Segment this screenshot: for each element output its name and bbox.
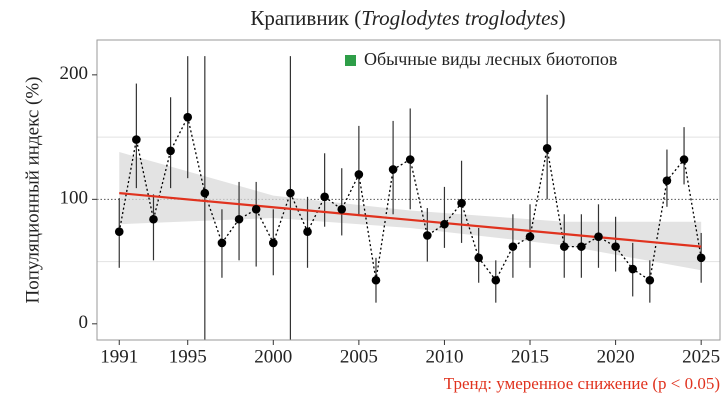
x-tick-label: 1991 [100,346,138,367]
data-point [217,238,227,248]
chart-title: Крапивник (Troglodytes troglodytes) [250,6,565,30]
data-point [132,135,141,144]
data-point [696,253,706,263]
data-point [559,242,569,251]
data-point [303,227,312,237]
x-tick-label: 2015 [511,346,549,367]
annotation: Тренд: умеренное снижение (p < 0.05) [444,374,720,393]
data-point [388,165,398,174]
y-tick-label: 100 [60,188,89,209]
data-point [405,155,415,164]
data-point [577,242,586,251]
data-point [286,188,295,198]
title-part: ) [559,6,566,30]
title-part: Troglodytes troglodytes [361,6,558,30]
trend-line [119,192,702,248]
x-tick-label: 2000 [254,346,292,367]
data-point [457,198,466,208]
data-point [183,112,193,122]
data-point [320,192,329,202]
data-point [114,227,124,237]
data-point [628,264,638,274]
data-point [423,231,432,240]
x-tick-label: 2010 [425,346,463,367]
data-point [594,232,603,241]
data-point [200,188,210,198]
data-point [149,214,158,224]
plot-frame [96,39,721,341]
x-tick-label: 2020 [597,346,635,367]
data-point [491,275,501,285]
data-point [251,204,261,214]
title-part: Крапивник ( [250,6,361,30]
legend-swatch [345,55,356,66]
data-point [166,146,175,156]
data-point [440,219,449,229]
x-tick-label: 2005 [340,346,378,367]
y-tick-label: 0 [79,312,89,333]
data-point [371,275,381,285]
legend-label: Обычные виды лесных биотопов [364,49,617,69]
data-point [542,143,552,153]
x-tick-label: 1995 [169,346,207,367]
data-point [474,253,483,263]
y-axis-label: Популяционный индекс (%) [22,77,43,304]
data-point [645,275,655,285]
x-tick-label: 2025 [682,346,720,367]
data-point [662,176,672,185]
data-point [268,238,278,248]
plot-area [97,56,720,340]
data-point [234,214,244,224]
data-point [525,232,535,241]
data-point [508,242,518,251]
confidence-band [119,152,702,271]
data-point [611,242,620,251]
data-point [354,170,364,179]
data-point [337,204,347,214]
y-tick-label: 200 [60,63,89,84]
data-point [679,155,689,164]
